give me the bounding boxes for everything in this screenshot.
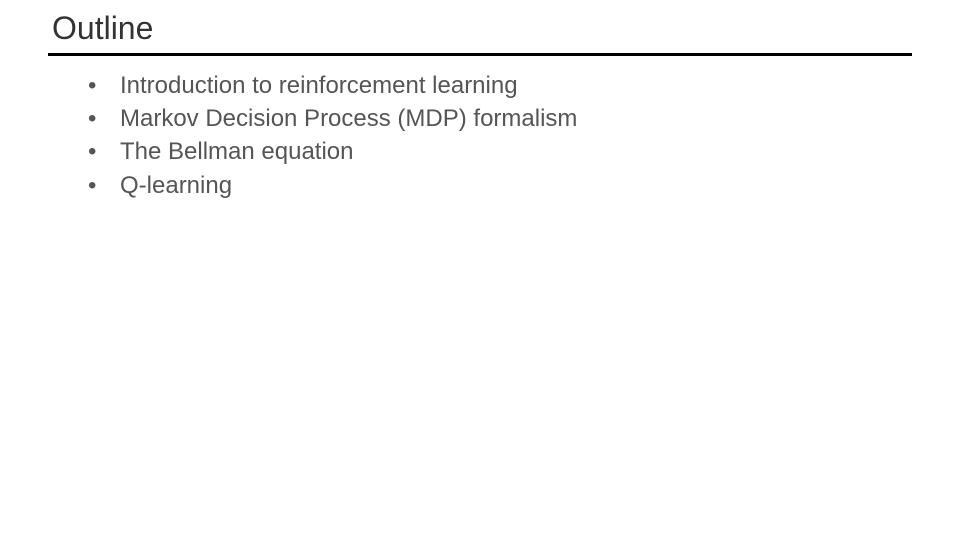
slide-title: Outline [52,10,960,47]
bullet-icon: • [88,170,120,201]
title-divider [48,53,912,56]
bullet-icon: • [88,136,120,167]
bullet-icon: • [88,70,120,101]
bullet-text: Introduction to reinforcement learning [120,70,518,101]
bullet-text: Q-learning [120,170,232,201]
bullet-list: • Introduction to reinforcement learning… [88,70,960,201]
bullet-text: Markov Decision Process (MDP) formalism [120,103,577,134]
bullet-text: The Bellman equation [120,136,353,167]
list-item: • The Bellman equation [88,136,960,167]
slide-outline: Outline • Introduction to reinforcement … [0,0,960,540]
list-item: • Q-learning [88,170,960,201]
list-item: • Markov Decision Process (MDP) formalis… [88,103,960,134]
bullet-icon: • [88,103,120,134]
list-item: • Introduction to reinforcement learning [88,70,960,101]
